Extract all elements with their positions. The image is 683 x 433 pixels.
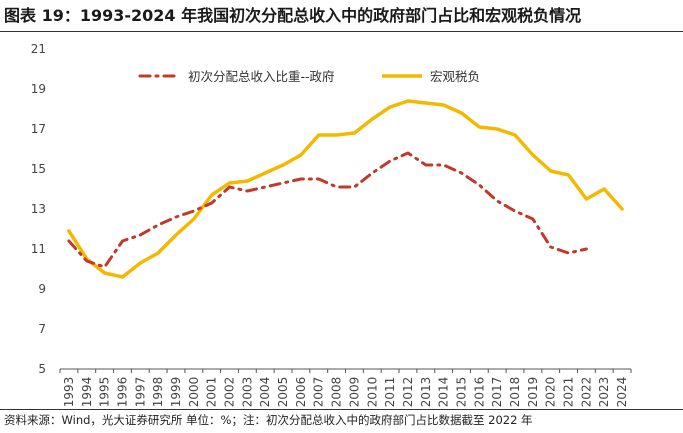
y-tick-label: 5 bbox=[38, 362, 46, 376]
page-title: 图表 19：1993-2024 年我国初次分配总收入中的政府部门占比和宏观税负情… bbox=[4, 6, 582, 25]
footer-divider bbox=[0, 409, 683, 410]
x-tick-label: 2022 bbox=[579, 377, 593, 408]
x-tick-label: 1998 bbox=[151, 377, 165, 408]
series-lines bbox=[67, 99, 624, 279]
x-tick-label: 2024 bbox=[615, 377, 629, 408]
y-tick-label: 21 bbox=[31, 42, 46, 56]
x-tick-label: 2014 bbox=[437, 377, 451, 408]
x-tick-label: 1993 bbox=[62, 377, 76, 408]
x-tick-label: 1997 bbox=[133, 377, 147, 408]
x-tick-label: 2007 bbox=[312, 377, 326, 408]
y-tick-label: 17 bbox=[31, 122, 46, 136]
x-tick-label: 2009 bbox=[347, 377, 361, 408]
x-tick-label: 2005 bbox=[276, 377, 290, 408]
y-axis-ticks: 5 7 9 11 13 15 17 19 21 bbox=[31, 42, 46, 376]
x-tick-label: 2012 bbox=[401, 377, 415, 408]
x-tick-label: 2003 bbox=[240, 377, 254, 408]
x-tick-label: 2001 bbox=[205, 377, 219, 408]
x-tick-label: 2010 bbox=[365, 377, 379, 408]
x-tick-label: 2019 bbox=[526, 377, 540, 408]
x-tick-label: 2006 bbox=[294, 377, 308, 408]
y-tick-label: 13 bbox=[31, 202, 46, 216]
y-tick-label: 11 bbox=[31, 242, 46, 256]
title-divider bbox=[0, 31, 683, 32]
y-tick-label: 15 bbox=[31, 162, 46, 176]
x-tick-label: 2018 bbox=[508, 377, 522, 408]
x-tick-label: 1999 bbox=[169, 377, 183, 408]
y-tick-label: 9 bbox=[38, 282, 46, 296]
x-tick-label: 2011 bbox=[383, 377, 397, 408]
series-line-macro-tax-burden bbox=[67, 99, 624, 279]
x-tick-label: 2020 bbox=[544, 377, 558, 408]
x-tick-label: 2021 bbox=[562, 377, 576, 408]
series-line-government-share bbox=[67, 151, 588, 269]
x-tick-label: 2000 bbox=[187, 377, 201, 408]
x-tick-label: 2015 bbox=[454, 377, 468, 408]
x-tick-label: 2004 bbox=[258, 377, 272, 408]
line-chart: 5 7 9 11 13 15 17 19 21 1993 1994 1995 1996 1997 1998… bbox=[31, 42, 632, 408]
x-tick-label: 2013 bbox=[419, 377, 433, 408]
x-tick-label: 2008 bbox=[330, 377, 344, 408]
x-tick-label: 2016 bbox=[472, 377, 486, 408]
x-tick-label: 2002 bbox=[223, 377, 237, 408]
source-note: 资料来源：Wind，光大证券研究所 单位：%；注：初次分配总收入中的政府部门占比… bbox=[4, 413, 533, 427]
x-tick-label: 2017 bbox=[490, 377, 504, 408]
x-tick-label: 2023 bbox=[597, 377, 611, 408]
x-tick-label: 1994 bbox=[80, 377, 94, 408]
x-tick-label: 1996 bbox=[115, 377, 129, 408]
legend-label-macro-tax-burden: 宏观税负 bbox=[430, 69, 480, 84]
y-tick-label: 19 bbox=[31, 82, 46, 96]
x-axis-ticks: 1993 1994 1995 1996 1997 1998 1999 2000 2001 2002… bbox=[59, 369, 632, 408]
y-tick-label: 7 bbox=[38, 322, 46, 336]
legend-label-government-share: 初次分配总收入比重--政府 bbox=[188, 69, 335, 84]
legend: 初次分配总收入比重--政府 宏观税负 bbox=[138, 69, 480, 84]
x-tick-label: 1995 bbox=[98, 377, 112, 408]
